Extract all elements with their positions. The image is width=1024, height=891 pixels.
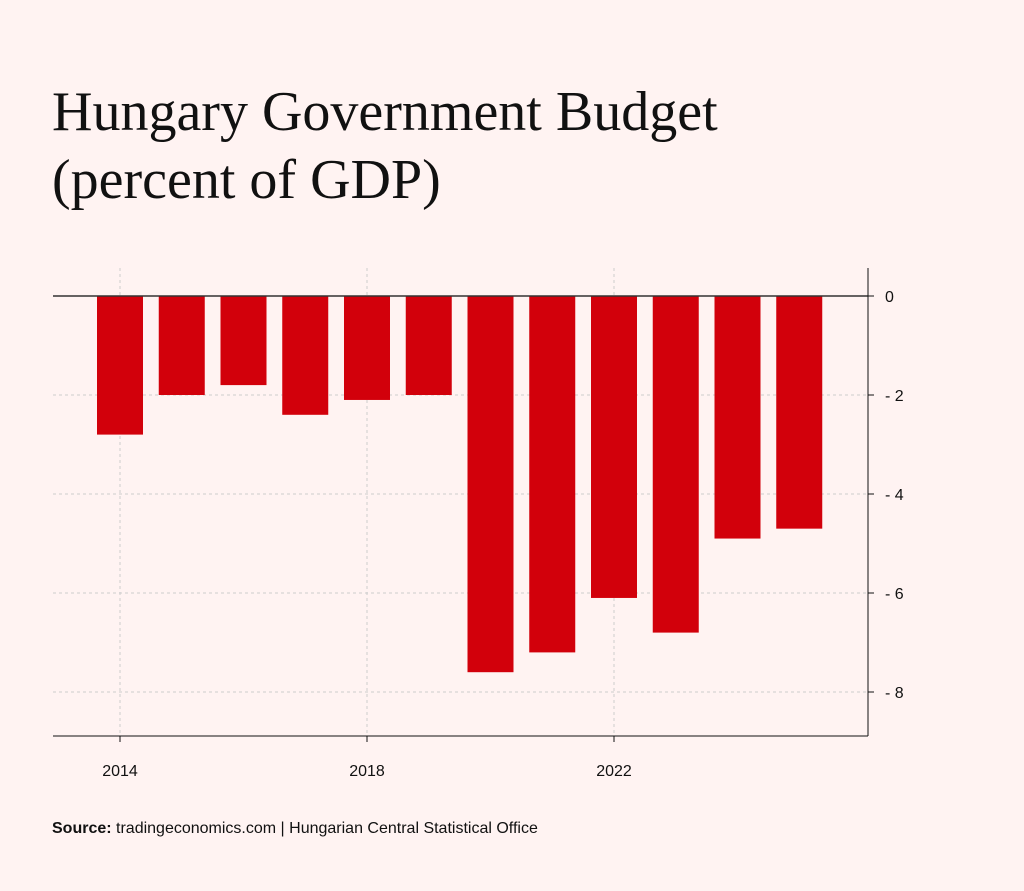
bar-2020: [467, 296, 514, 673]
bar-2018: [344, 296, 390, 400]
bar-2015: [158, 296, 205, 395]
x-tick-label: 2018: [349, 763, 385, 780]
bar-2016: [220, 296, 267, 386]
source-label: Source:: [52, 820, 112, 837]
bar-2025: [776, 296, 823, 529]
y-tick-label: 0: [885, 289, 894, 306]
bar-2022: [591, 296, 637, 598]
bar-2014: [97, 296, 143, 435]
source-note: Source: tradingeconomics.com | Hungarian…: [52, 820, 538, 838]
bar-2019: [405, 296, 452, 395]
y-tick-label: - 4: [885, 487, 904, 504]
source-text: tradingeconomics.com | Hungarian Central…: [111, 820, 538, 837]
bar-2021: [529, 296, 576, 653]
chart-title: Hungary Government Budget (percent of GDP…: [52, 78, 718, 214]
x-tick-label: 2022: [596, 763, 632, 780]
y-tick-label: - 6: [885, 586, 904, 603]
y-tick-label: - 8: [885, 685, 904, 702]
x-tick-label: 2014: [102, 763, 138, 780]
bar-2017: [282, 296, 329, 415]
title-line-2: (percent of GDP): [52, 149, 441, 211]
bar-2023: [652, 296, 699, 633]
bar-2024: [714, 296, 761, 539]
title-line-1: Hungary Government Budget: [52, 81, 718, 143]
y-tick-label: - 2: [885, 388, 904, 405]
